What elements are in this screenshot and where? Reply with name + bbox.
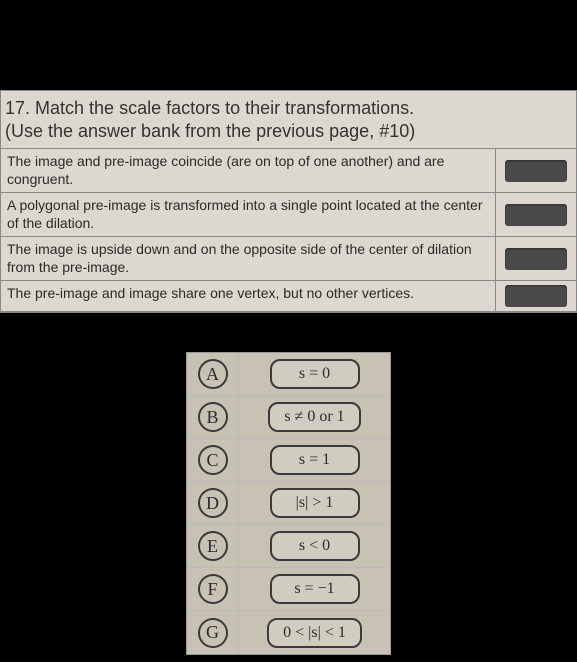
bank-expr-cell: |s| > 1 [239,482,390,524]
bank-expression: s < 0 [270,531,360,561]
bank-row: A s = 0 [187,353,390,396]
answer-bank: A s = 0 B s ≠ 0 or 1 C s = 1 D |s| > 1 E [186,352,391,655]
bank-letter-cell: A [187,353,239,395]
bank-row: C s = 1 [187,439,390,482]
bank-expr-cell: s = 1 [239,439,390,481]
bank-row: B s ≠ 0 or 1 [187,396,390,439]
bank-row: D |s| > 1 [187,482,390,525]
answer-input-box[interactable] [505,160,567,182]
statement-row: The image and pre-image coincide (are on… [1,149,576,193]
answer-input-box[interactable] [505,204,567,226]
question-prompt-line2: (Use the answer bank from the previous p… [5,120,568,143]
bank-expr-cell: 0 < |s| < 1 [239,611,390,654]
bank-row: F s = −1 [187,568,390,611]
bank-row: E s < 0 [187,525,390,568]
bank-letter: F [198,574,228,604]
bank-letter-cell: F [187,568,239,610]
answer-input-box[interactable] [505,285,567,307]
answer-cell [496,193,576,236]
answer-cell [496,281,576,311]
bank-letter: E [198,531,228,561]
statement-text: The image and pre-image coincide (are on… [1,149,496,192]
bank-expression: s ≠ 0 or 1 [268,402,360,432]
statement-row: The pre-image and image share one vertex… [1,281,576,312]
bank-letter: B [198,402,228,432]
statement-text: The image is upside down and on the oppo… [1,237,496,280]
statement-text: A polygonal pre-image is transformed int… [1,193,496,236]
statement-text: The pre-image and image share one vertex… [1,281,496,311]
question-panel: 17. Match the scale factors to their tra… [0,90,577,313]
answer-input-box[interactable] [505,248,567,270]
bank-letter-cell: C [187,439,239,481]
bank-row: G 0 < |s| < 1 [187,611,390,654]
bank-expr-cell: s = −1 [239,568,390,610]
statement-row: The image is upside down and on the oppo… [1,237,576,281]
bank-letter-cell: D [187,482,239,524]
bank-expression: s = 1 [270,445,360,475]
bank-letter: D [198,488,228,518]
bank-letter-cell: E [187,525,239,567]
statement-row: A polygonal pre-image is transformed int… [1,193,576,237]
answer-cell [496,237,576,280]
bank-expression: s = −1 [270,574,360,604]
question-header: 17. Match the scale factors to their tra… [1,91,576,149]
question-prompt-line1: 17. Match the scale factors to their tra… [5,97,568,120]
bank-letter: C [198,445,228,475]
bank-expression: |s| > 1 [270,488,360,518]
bank-letter-cell: B [187,396,239,438]
bank-letter-cell: G [187,611,239,654]
bank-expr-cell: s < 0 [239,525,390,567]
bank-expr-cell: s ≠ 0 or 1 [239,396,390,438]
bank-letter: G [198,618,228,648]
bank-expression: 0 < |s| < 1 [267,618,362,648]
bank-expression: s = 0 [270,359,360,389]
bank-letter: A [198,359,228,389]
bank-expr-cell: s = 0 [239,353,390,395]
answer-cell [496,149,576,192]
